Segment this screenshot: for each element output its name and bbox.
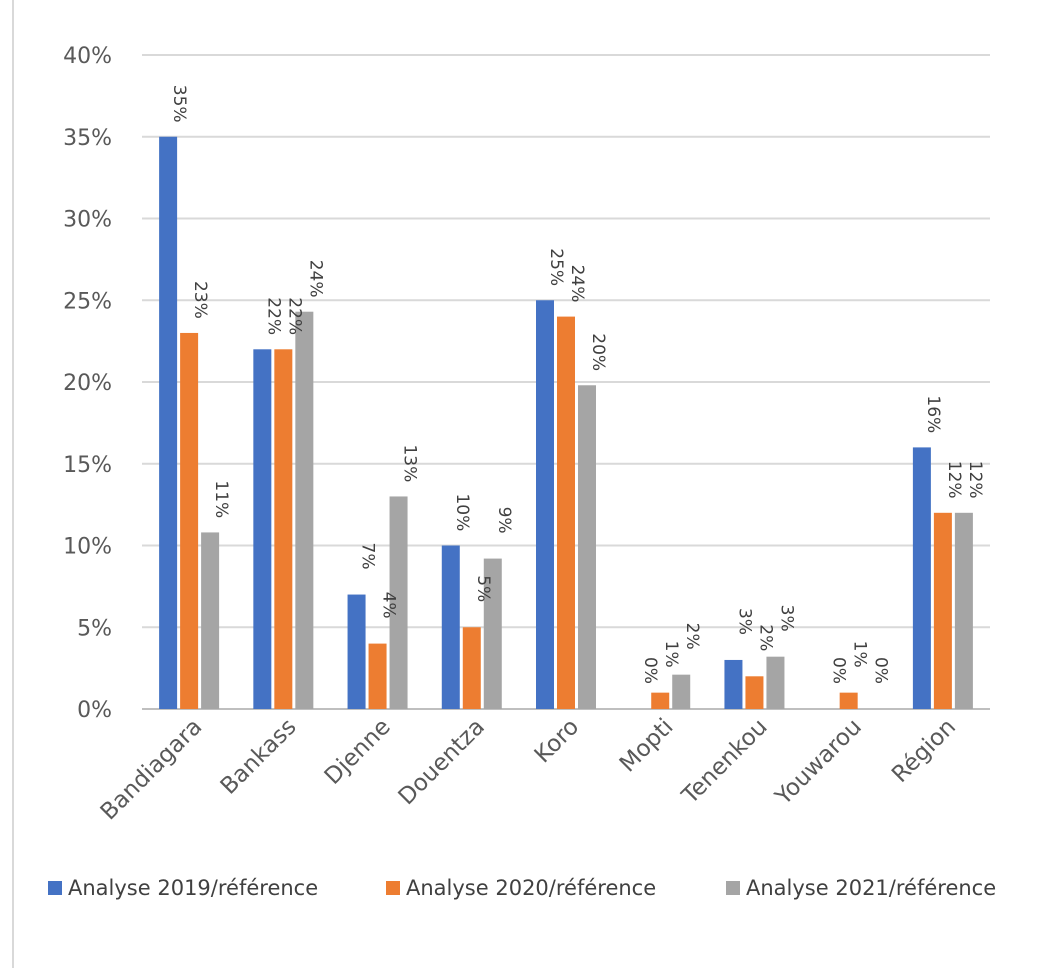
category-label: Bandiagara — [96, 714, 208, 826]
data-label: 12% — [965, 461, 985, 499]
legend-entry: Analyse 2019/référence — [68, 876, 318, 900]
bar — [368, 643, 387, 709]
category-label: Douentza — [394, 714, 490, 810]
bars — [159, 136, 973, 709]
data-label: 3% — [776, 605, 796, 632]
data-label: 9% — [494, 507, 514, 534]
data-label: 0% — [640, 657, 660, 684]
legend-swatch — [386, 881, 400, 895]
bar — [933, 512, 952, 709]
y-tick-label: 10% — [63, 535, 112, 560]
bar — [557, 316, 575, 709]
data-label: 24% — [567, 265, 587, 303]
y-tick-label: 15% — [63, 453, 112, 478]
y-tick-label: 30% — [63, 208, 112, 233]
bar — [745, 676, 764, 709]
data-label: 13% — [400, 444, 420, 482]
bar — [389, 496, 408, 709]
bar — [274, 349, 293, 709]
data-label: 4% — [379, 592, 399, 619]
data-label: 10% — [452, 494, 472, 532]
bar — [954, 512, 973, 709]
bar — [483, 558, 502, 709]
data-label: 2% — [755, 624, 775, 651]
data-label: 12% — [944, 461, 964, 499]
bar — [651, 692, 670, 709]
y-tick-label: 5% — [77, 616, 112, 641]
category-label: Youwarou — [770, 714, 867, 811]
data-label: 20% — [588, 333, 608, 371]
bar — [347, 594, 366, 709]
frame-border — [12, 0, 14, 968]
data-labels: 35%23%11%22% 22%24%7%4%13%10%5%9%25% 24%20… — [169, 85, 985, 684]
data-label: 3% — [734, 608, 754, 635]
bar — [462, 627, 481, 709]
category-label: Mopti — [615, 714, 679, 778]
legend-swatch — [48, 881, 62, 895]
data-label: 7% — [358, 543, 378, 570]
y-tick-label: 25% — [63, 289, 112, 314]
data-label: 24% — [305, 260, 325, 298]
legend-entry: Analyse 2020/référence — [406, 876, 656, 900]
category-label: Koro — [530, 714, 584, 768]
data-label: 5% — [473, 575, 493, 602]
data-label: 11% — [211, 480, 231, 518]
data-label: 0% — [871, 657, 891, 684]
data-label: 2% — [682, 623, 702, 650]
data-label: 0% — [829, 657, 849, 684]
bar — [912, 447, 931, 709]
bar — [724, 659, 743, 709]
data-label: 1% — [850, 641, 870, 668]
bar — [201, 532, 220, 709]
bar — [766, 656, 785, 709]
data-label: 1% — [661, 641, 681, 668]
data-label: 22% — [263, 297, 283, 335]
category-label: Bankass — [216, 714, 302, 800]
bar — [180, 332, 199, 709]
y-axis: 0% 5% 10% 15% 20% 25% 30% 35% 40% — [63, 44, 112, 723]
y-tick-label: 35% — [63, 126, 112, 151]
data-label: 25% — [546, 248, 566, 286]
data-label: 35% — [169, 85, 189, 123]
legend-entry: Analyse 2021/référence — [746, 876, 996, 900]
y-tick-label: 0% — [77, 698, 112, 723]
bar — [295, 311, 314, 709]
bar — [536, 300, 554, 709]
category-label: Djenne — [320, 714, 396, 790]
data-label: 22% — [284, 297, 304, 335]
bar — [253, 349, 272, 709]
data-label: 16% — [923, 395, 943, 433]
data-label: 23% — [190, 281, 210, 319]
y-tick-label: 20% — [63, 371, 112, 396]
bar — [672, 674, 691, 709]
legend-swatch — [726, 881, 740, 895]
bar — [159, 136, 178, 709]
y-tick-label: 40% — [63, 44, 112, 69]
legend: Analyse 2019/référence Analyse 2020/référ… — [48, 876, 996, 900]
bar — [839, 692, 858, 709]
category-label: Région — [887, 714, 961, 788]
bar — [578, 385, 596, 709]
category-label: Tenenkou — [677, 714, 773, 810]
bar — [441, 545, 460, 709]
